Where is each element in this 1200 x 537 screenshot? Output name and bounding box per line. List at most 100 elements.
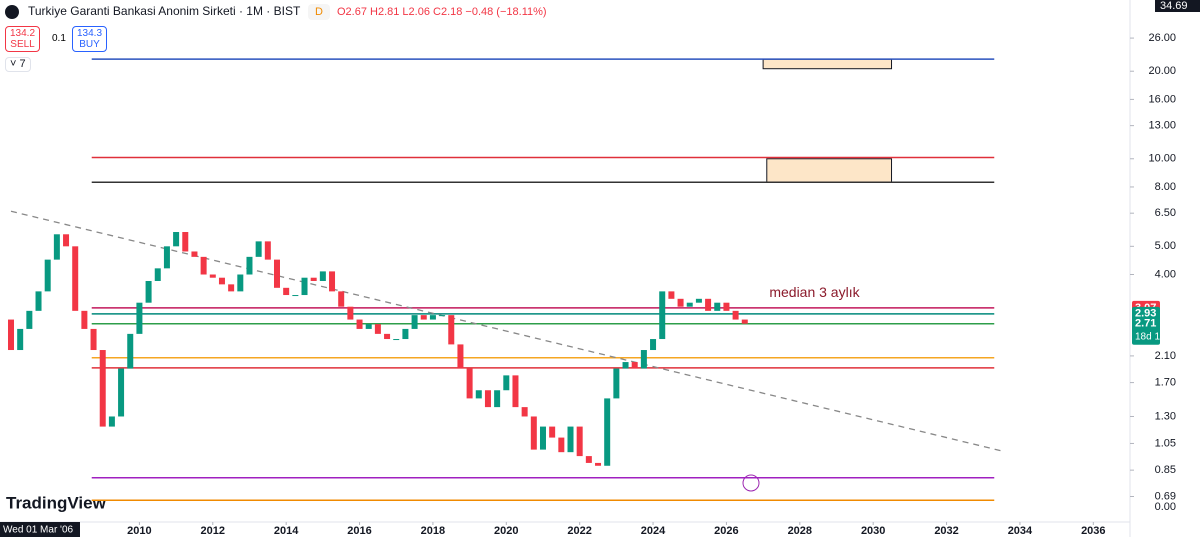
y-tick-label: 2.10 [1155, 350, 1176, 362]
candle [81, 310, 88, 329]
candle [705, 298, 712, 311]
y-tick-label: 0.85 [1155, 464, 1176, 476]
candle [72, 246, 79, 311]
date-label: Wed 01 Mar '06 [3, 525, 74, 536]
candle [439, 315, 446, 317]
candle [631, 362, 638, 369]
x-tick-label: 2016 [347, 525, 371, 537]
candle [63, 234, 70, 247]
indicator-count: 7 [19, 58, 26, 70]
x-tick-label: 2020 [494, 525, 518, 537]
y-tick-label: 8.00 [1155, 181, 1176, 193]
candle [558, 437, 565, 453]
buy-button[interactable]: 134.3 BUY [72, 26, 108, 52]
top-price-bg [1155, 0, 1200, 12]
buy-price: 134.3 [77, 28, 103, 39]
candle [145, 280, 152, 303]
candle [17, 328, 24, 351]
candle [108, 416, 115, 427]
candle [237, 274, 244, 292]
x-tick-label: 2034 [1008, 525, 1033, 537]
candle [402, 328, 409, 340]
logo-icon [5, 5, 19, 19]
candle [640, 350, 647, 369]
candle [448, 315, 455, 345]
price-label-bg [1132, 316, 1160, 345]
candle [319, 271, 326, 281]
candle [530, 416, 537, 450]
candle [622, 362, 629, 369]
candle [411, 315, 418, 329]
buy-label: BUY [79, 39, 100, 50]
candle [35, 291, 42, 311]
y-tick-label: 0.69 [1155, 490, 1176, 502]
y-bottom-label: 0.00 [1155, 501, 1176, 513]
candle [576, 426, 583, 457]
candle [264, 241, 271, 260]
event-icon[interactable] [742, 474, 760, 492]
symbol: Turkiye Garanti Bankasi Anonim Sirketi ·… [28, 4, 301, 18]
spread: 0.1 [52, 33, 66, 44]
x-tick-label: 2022 [567, 525, 591, 537]
candle [732, 310, 739, 320]
y-tick-label: 16.00 [1148, 93, 1176, 105]
indicators-toggle[interactable]: ˅ 7 [5, 57, 31, 72]
countdown: 18d 15h [1135, 331, 1171, 342]
y-tick-label: 26.00 [1148, 32, 1176, 44]
candle [484, 390, 491, 408]
candle [255, 241, 262, 257]
y-tick-label: 10.00 [1148, 153, 1176, 165]
candle [585, 456, 592, 463]
candle [741, 319, 748, 324]
y-tick-label: 13.00 [1148, 120, 1176, 132]
candle [668, 291, 675, 299]
candle [650, 339, 657, 351]
candle [246, 256, 253, 275]
candle [512, 375, 519, 408]
candle [127, 333, 134, 369]
candle [384, 333, 391, 340]
candle [429, 315, 436, 320]
sell-button[interactable]: 134.2 SELL [5, 26, 41, 52]
candle [173, 232, 180, 247]
candle [503, 375, 510, 391]
x-tick-label: 2036 [1081, 525, 1105, 537]
x-tick-label: 2010 [127, 525, 151, 537]
candle [374, 324, 381, 334]
y-tick-label: 1.30 [1155, 410, 1176, 422]
top-price: 34.69 [1160, 0, 1188, 12]
zone-box [766, 158, 893, 183]
zone-box [762, 58, 893, 70]
candle [44, 259, 51, 292]
candle [695, 298, 702, 303]
candle [595, 462, 602, 466]
candle [182, 232, 189, 252]
candle [494, 390, 501, 408]
candle [209, 274, 216, 278]
sell-price: 134.2 [10, 28, 36, 39]
candle [521, 407, 528, 417]
y-tick-label: 1.70 [1155, 376, 1176, 388]
x-tick-label: 2018 [421, 525, 445, 537]
y-tick-label: 20.00 [1148, 65, 1176, 77]
candle [714, 302, 721, 311]
candle [218, 277, 225, 285]
candle [686, 302, 693, 307]
candle [338, 291, 345, 307]
candle [90, 328, 97, 351]
trend-line [10, 210, 1002, 452]
candle [310, 277, 317, 281]
candle [356, 319, 363, 329]
candle [200, 256, 207, 275]
sell-label: SELL [10, 39, 35, 50]
candle [53, 234, 60, 260]
candle [292, 295, 299, 297]
candle [26, 310, 33, 329]
x-tick-label: 2030 [861, 525, 885, 537]
x-tick-label: 2012 [201, 525, 225, 537]
y-tick-label: 6.50 [1155, 207, 1176, 219]
x-tick-label: 2026 [714, 525, 738, 537]
brand: TradingView [6, 493, 107, 512]
candle [228, 284, 235, 292]
